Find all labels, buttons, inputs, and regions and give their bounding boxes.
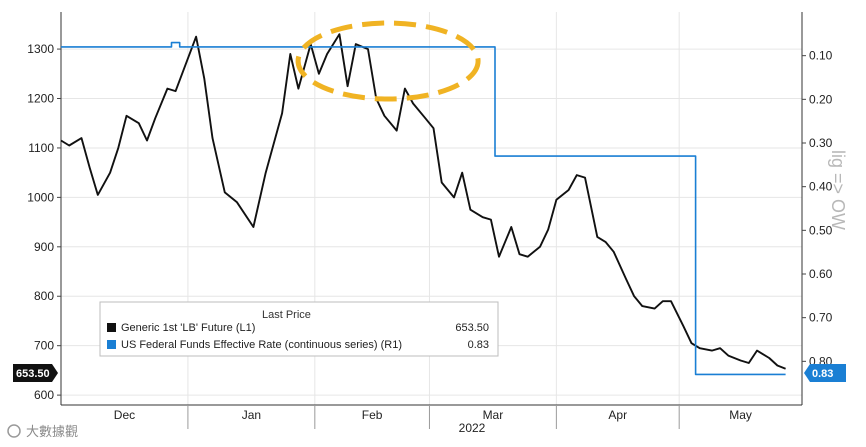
x-tick-label: May bbox=[729, 408, 752, 422]
watermark-logo: 大數據觀 bbox=[7, 424, 78, 439]
right-axis-ticks: 0.100.200.300.400.500.600.700.80 bbox=[802, 49, 833, 368]
right-tick-label: 0.50 bbox=[809, 223, 833, 237]
axes bbox=[60, 12, 803, 406]
left-axis-ticks: 600 700 800 900 1000 1100 1200 1300 bbox=[27, 42, 61, 402]
left-last-value-badge: 653.50 bbox=[13, 364, 58, 382]
series-line-fed-funds bbox=[61, 41, 786, 376]
x-axis-year-label: 2022 bbox=[459, 421, 486, 435]
right-last-value-badge: 0.83 bbox=[804, 364, 846, 382]
legend-swatch-fed-funds bbox=[107, 340, 116, 349]
series-line-lb-future bbox=[60, 33, 786, 370]
left-badge-shape bbox=[13, 364, 58, 382]
right-badge-label: 0.83 bbox=[812, 368, 833, 380]
left-badge-label: 653.50 bbox=[16, 368, 50, 380]
legend-swatch-lb-future bbox=[107, 323, 116, 332]
series-layer bbox=[60, 33, 786, 376]
legend-label-fed-funds: US Federal Funds Effective Rate (continu… bbox=[121, 339, 402, 351]
legend-label-lb-future: Generic 1st 'LB' Future (L1) bbox=[121, 322, 255, 334]
left-tick-label: 600 bbox=[34, 388, 54, 402]
legend-value-lb-future: 653.50 bbox=[455, 322, 489, 334]
left-tick-label: 1000 bbox=[27, 190, 54, 204]
watermark-vertical: lig => OW bbox=[828, 150, 848, 230]
highlight-ellipse-shape bbox=[295, 20, 481, 102]
x-axis-ticks: Dec Jan Feb Mar Apr May bbox=[114, 405, 752, 429]
watermark-text: 大數據觀 bbox=[26, 424, 78, 439]
x-tick-label: Dec bbox=[114, 408, 135, 422]
right-tick-label: 0.30 bbox=[809, 136, 833, 150]
legend: Last Price Generic 1st 'LB' Future (L1) … bbox=[99, 301, 499, 357]
right-tick-label: 0.20 bbox=[809, 92, 833, 106]
x-tick-label: Apr bbox=[608, 408, 627, 422]
right-tick-label: 0.10 bbox=[809, 49, 833, 63]
x-tick-label: Feb bbox=[362, 408, 383, 422]
legend-box bbox=[99, 301, 499, 357]
right-tick-label: 0.40 bbox=[809, 180, 833, 194]
watermark-logo-icon bbox=[7, 424, 21, 438]
legend-value-fed-funds: 0.83 bbox=[468, 339, 489, 351]
left-tick-label: 900 bbox=[34, 240, 54, 254]
right-badge-shape bbox=[804, 364, 846, 382]
right-tick-label: 0.70 bbox=[809, 311, 833, 325]
highlight-ellipse bbox=[295, 20, 481, 102]
left-tick-label: 1100 bbox=[28, 141, 54, 155]
right-tick-label: 0.60 bbox=[809, 267, 833, 281]
left-tick-label: 1200 bbox=[27, 92, 54, 106]
left-tick-label: 800 bbox=[34, 289, 54, 303]
x-tick-label: Jan bbox=[242, 408, 261, 422]
left-tick-label: 1300 bbox=[27, 42, 54, 56]
legend-title: Last Price bbox=[262, 309, 311, 321]
x-tick-label: Mar bbox=[483, 408, 504, 422]
left-tick-label: 700 bbox=[34, 339, 54, 353]
